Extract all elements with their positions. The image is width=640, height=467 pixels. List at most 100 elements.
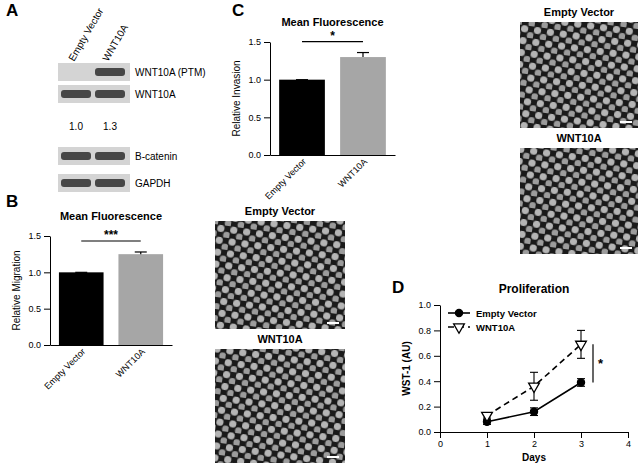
axis-title: WST-1 (AU) <box>401 341 412 395</box>
error-bar <box>135 252 147 254</box>
axis: 0.00.51.01.5 <box>28 231 50 350</box>
tick-mark <box>434 305 440 306</box>
tick-label: 1.0 <box>28 268 41 278</box>
tick: 3 <box>579 432 584 449</box>
tick-label: Empty Vector <box>42 347 87 392</box>
tick-label: 0.6 <box>418 351 431 361</box>
marker <box>576 341 587 350</box>
legend-marker <box>454 324 465 333</box>
error-cap <box>577 330 585 331</box>
axis: Empty Vector WNT10A <box>263 156 395 202</box>
micrograph <box>215 349 345 463</box>
tick-mark <box>434 432 440 433</box>
micrograph-caption: WNT10A <box>257 333 302 345</box>
tick: Empty Vector <box>42 347 87 392</box>
row-label: GAPDH <box>135 178 171 189</box>
axis-line <box>271 155 396 156</box>
tick-mark <box>44 272 50 273</box>
error-cap <box>530 400 538 401</box>
tick-mark <box>487 432 488 438</box>
plot-area <box>279 53 386 155</box>
legend-marker <box>455 309 462 316</box>
error-cap <box>530 372 538 373</box>
row-label: WNT10A (PTM) <box>135 67 206 78</box>
tick-label: WNT10A <box>336 157 369 190</box>
tick: 1.0 <box>28 268 50 278</box>
plot-area <box>482 330 587 425</box>
chart-title: Mean Fluorescence <box>281 16 383 28</box>
legend-label: WNT10A <box>476 322 515 333</box>
blot-band <box>61 152 91 160</box>
tick: 1.5 <box>248 37 270 47</box>
tick: 0.6 <box>418 351 440 361</box>
tick: 1.5 <box>28 231 50 241</box>
micrograph <box>520 148 638 254</box>
panel-label: D <box>392 278 404 297</box>
marker <box>529 383 540 392</box>
quantification: 1.3 <box>103 121 117 132</box>
error-cap <box>577 358 585 359</box>
tick: 0.0 <box>418 427 440 437</box>
error-bar <box>530 408 538 416</box>
tick-mark <box>434 407 440 408</box>
tick: 0.8 <box>418 326 440 336</box>
lane-label: Empty Vector <box>66 5 106 63</box>
error-bar <box>357 53 369 58</box>
tick-mark <box>581 432 582 438</box>
tick: 4 <box>626 432 631 449</box>
scale-bar <box>327 456 339 458</box>
error-bar <box>75 272 87 273</box>
figure: ABCDEmpty VectorWNT10AEmpty VectorWNT10A… <box>0 0 640 467</box>
tick: 0.0 <box>28 340 50 350</box>
tick-label: 3 <box>579 439 584 449</box>
tick-label: 1.0 <box>248 75 261 85</box>
tick: 0 <box>438 432 443 449</box>
significance-bracket <box>592 344 593 382</box>
tick-mark <box>44 309 50 310</box>
bar-chart: 0.00.51.01.5Empty VectorWNT10AMean Fluor… <box>11 210 173 391</box>
row-label: B-catenin <box>135 151 177 162</box>
panel-label: C <box>232 1 244 20</box>
tick-mark <box>628 432 629 438</box>
blot-strip <box>58 174 130 192</box>
tick-label: 0 <box>438 439 443 449</box>
scale-bar <box>620 121 632 123</box>
marker <box>577 379 584 386</box>
axis-line <box>50 237 51 346</box>
blot-band <box>95 90 125 98</box>
legend: Empty VectorWNT10A <box>448 308 537 334</box>
axis-title: Days <box>522 452 546 463</box>
tick-label: Empty Vector <box>263 157 308 202</box>
tick-label: 2 <box>532 439 537 449</box>
micrograph-caption: WNT10A <box>556 132 601 144</box>
tick-mark <box>264 42 270 43</box>
axis: 0.00.51.01.5 <box>248 37 270 160</box>
chart-title: Mean Fluorescence <box>60 210 162 222</box>
axis-line <box>440 306 441 433</box>
tick-label: 4 <box>626 439 631 449</box>
tick-label: 1.0 <box>418 300 431 310</box>
tick: Empty Vector <box>263 157 308 202</box>
tick: WNT10A <box>336 157 369 190</box>
lane-label: WNT10A <box>100 22 130 63</box>
tick-mark <box>264 80 270 81</box>
blot-strip <box>58 63 130 81</box>
error-cap <box>75 272 87 273</box>
tick: 0.5 <box>248 113 270 123</box>
axis: 01234 <box>438 432 631 449</box>
tick: 2 <box>532 432 537 449</box>
scale-bar <box>327 322 339 324</box>
annotation: * <box>330 29 335 43</box>
blot-band <box>95 68 125 76</box>
axis: 0.00.20.40.60.81.0 <box>418 300 440 437</box>
line-chart: 0.00.20.40.60.81.001234ProliferationDays… <box>401 282 631 463</box>
chart-title: Proliferation <box>499 282 570 296</box>
micrograph <box>215 221 345 329</box>
axis-line <box>270 43 271 156</box>
quantification: 1.0 <box>69 121 83 132</box>
marker <box>482 412 493 421</box>
tick-label: 0.8 <box>418 326 431 336</box>
bar <box>340 57 386 155</box>
error-cap <box>296 79 308 80</box>
marker <box>530 408 537 415</box>
